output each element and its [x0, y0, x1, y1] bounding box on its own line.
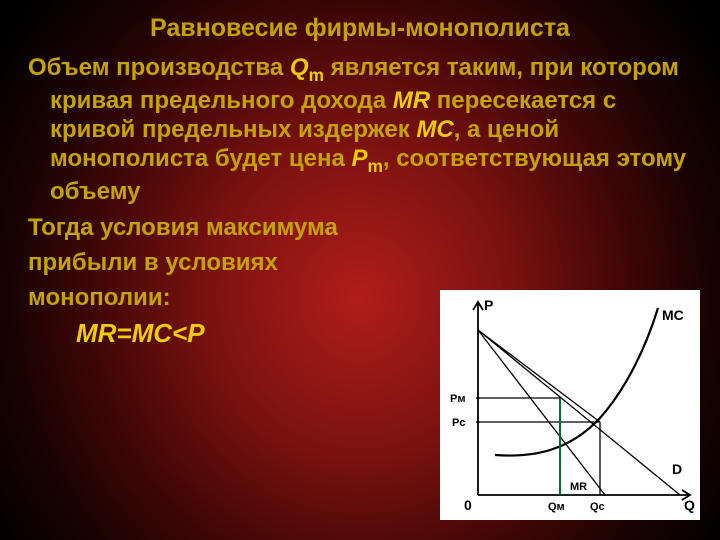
p1-qm: Qm [290, 54, 324, 81]
origin-label: 0 [464, 497, 472, 513]
pc-label: Pc [452, 417, 465, 429]
slide-title: Равновесие фирмы-монополиста [28, 14, 692, 43]
p2-l1: Тогда условия максимума [28, 213, 418, 242]
x-axis-label: Q [684, 497, 695, 513]
slide: Равновесие фирмы-монополиста Объем произ… [0, 0, 720, 540]
mr-line [478, 330, 605, 495]
chart-svg: P Q 0 MC D MR Pм Pc Qм Qc [440, 290, 700, 520]
mr-label: MR [570, 481, 587, 493]
p1-t1: Объем производства [28, 54, 290, 81]
p2-l3: монополии: [28, 283, 418, 312]
axes [473, 302, 690, 500]
qc-label: Qc [590, 501, 605, 513]
p1-mr: MR [393, 87, 430, 114]
left-column: Тогда условия максимума прибыли в услови… [28, 213, 418, 350]
p2-l2: прибыли в условиях [28, 248, 418, 277]
formula: MR=MC<P [76, 318, 418, 349]
mc-curve [495, 308, 658, 456]
paragraph-1: Объем производства Qm является таким, пр… [28, 53, 692, 207]
d-label: D [672, 461, 682, 477]
d-line [478, 330, 680, 495]
monopoly-chart: P Q 0 MC D MR Pм Pc Qм Qc [440, 290, 700, 520]
y-axis-label: P [484, 297, 493, 313]
qm-label: Qм [548, 501, 565, 513]
pm-label: Pм [450, 393, 465, 405]
p1-pm: Pm [352, 145, 383, 172]
p1-mc: MC [416, 116, 453, 143]
mc-label: MC [662, 307, 684, 323]
